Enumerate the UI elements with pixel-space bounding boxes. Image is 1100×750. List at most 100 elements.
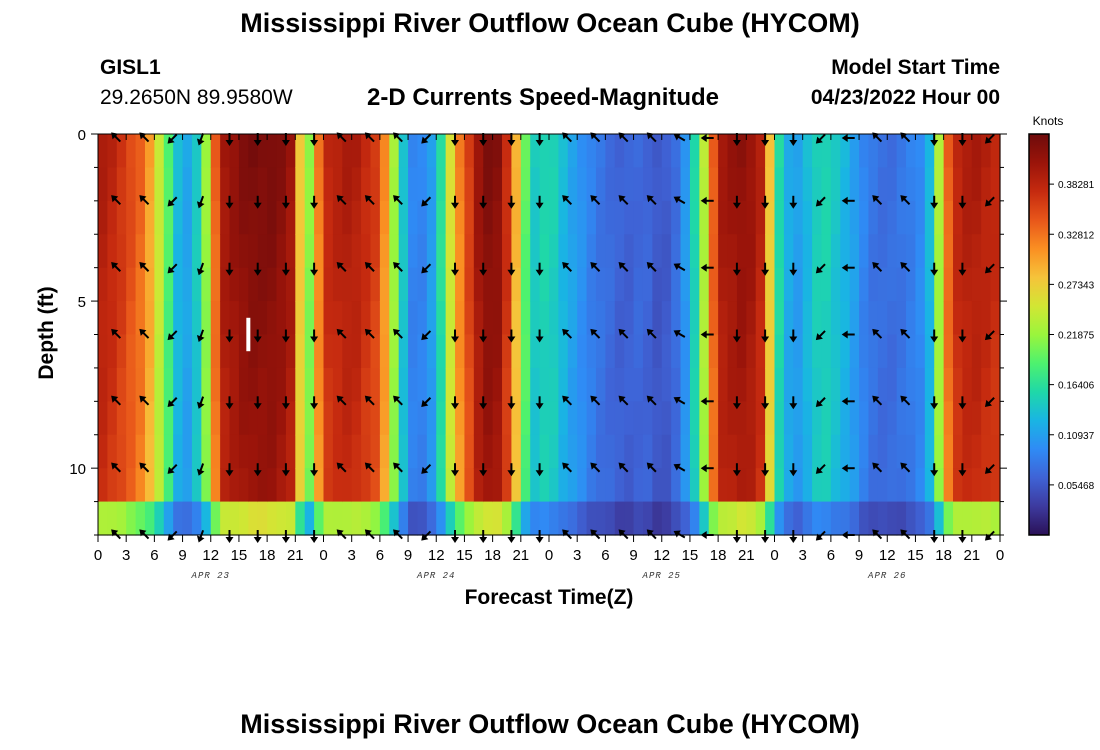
heatmap-cell (436, 468, 447, 503)
heatmap-cell (144, 501, 155, 536)
heatmap-cell (830, 234, 841, 269)
heatmap-cell (671, 334, 682, 369)
model-start-value: 04/23/2022 Hour 00 (810, 86, 1000, 109)
heatmap-cell (708, 200, 719, 235)
heatmap-cell (445, 134, 456, 169)
current-arrow (225, 262, 234, 276)
current-arrow (253, 329, 262, 343)
heatmap-cell (455, 468, 466, 503)
heatmap-cell (924, 167, 935, 202)
heatmap-cell (830, 434, 841, 469)
heatmap-cell (314, 301, 325, 336)
heatmap-cell (859, 301, 870, 336)
heatmap-cell (417, 501, 428, 536)
heatmap-cell (389, 200, 400, 235)
heatmap-cell (483, 200, 494, 235)
x-tick-label: 3 (348, 547, 356, 564)
heatmap-cell (755, 334, 766, 369)
heatmap-cell (436, 401, 447, 436)
heatmap-cell (502, 334, 513, 369)
heatmap-cell (492, 401, 503, 436)
heatmap-cell (201, 401, 212, 436)
heatmap-cell (295, 167, 306, 202)
heatmap-cell (943, 501, 954, 536)
heatmap-cell (549, 334, 559, 369)
station-coordinates: 29.2650N 89.9580W (100, 86, 293, 109)
heatmap-cell (915, 167, 926, 202)
heatmap-cell (953, 134, 964, 169)
heatmap-cell (661, 167, 672, 202)
heatmap-cell (802, 301, 813, 336)
heatmap-cell (981, 334, 992, 369)
heatmap-cell (361, 434, 372, 469)
current-arrow (451, 329, 459, 343)
heatmap-cell (671, 134, 682, 169)
heatmap-cell (577, 434, 588, 469)
heatmap-cell (746, 401, 757, 436)
heatmap-cell (248, 334, 259, 369)
heatmap-cell (304, 367, 315, 402)
current-arrow (562, 195, 573, 206)
heatmap-cell (689, 267, 700, 302)
heatmap-cell (821, 134, 832, 169)
current-arrow (479, 329, 488, 343)
heatmap-cell (173, 401, 184, 436)
heatmap-cell (708, 234, 719, 269)
heatmap-cell (821, 468, 832, 503)
heatmap-cell (567, 401, 578, 436)
x-tick-label: 21 (287, 547, 304, 564)
heatmap-cell (727, 334, 738, 369)
heatmap-cell (210, 468, 221, 503)
heatmap-cell (135, 301, 146, 336)
current-arrow (761, 262, 770, 276)
heatmap-cell (107, 501, 118, 536)
current-arrow (196, 195, 205, 209)
heatmap-cell (473, 501, 484, 536)
heatmap-cell (182, 468, 193, 503)
heatmap-cell (896, 267, 907, 302)
heatmap-cell (802, 134, 813, 169)
heatmap-cell (624, 267, 635, 302)
heatmap-cell (915, 301, 926, 336)
heatmap-cell (163, 401, 174, 436)
heatmap-cell (699, 200, 710, 235)
current-arrow (562, 462, 573, 473)
current-speed-chart: 0 3 6 9 12 15 18 21 0 3 6 9 12 15 18 21 0 3 6 9 12 15 18 21 0 3 6 9… (35, 114, 1095, 609)
heatmap-cell (455, 200, 466, 235)
current-arrow (167, 330, 178, 341)
heatmap-cell (417, 234, 428, 269)
current-arrow (479, 195, 488, 209)
heatmap-cell (887, 200, 898, 235)
heatmap-cell (539, 501, 550, 536)
current-arrow (646, 462, 657, 473)
heatmap-cell (830, 301, 841, 336)
heatmap-cell (238, 334, 249, 369)
heatmap-cell (549, 301, 559, 336)
heatmap-cell (661, 267, 672, 302)
heatmap-cell (483, 367, 494, 402)
heatmap-cell (708, 434, 719, 469)
heatmap-cell (445, 234, 456, 269)
heatmap-cell (849, 134, 860, 169)
heatmap-cell (661, 434, 672, 469)
heatmap-cell (502, 234, 513, 269)
current-arrow (930, 262, 939, 276)
heatmap-cell (257, 200, 268, 235)
heatmap-cell (332, 401, 343, 436)
heatmap-cell (906, 401, 917, 436)
heatmap-cell (126, 434, 137, 469)
heatmap-cell (332, 468, 343, 503)
current-arrow (310, 329, 319, 343)
heatmap-cell (342, 200, 353, 235)
model-start-label: Model Start Time (831, 56, 1000, 79)
heatmap-cell (107, 434, 118, 469)
current-arrow (167, 133, 178, 144)
heatmap-cell (426, 468, 437, 503)
heatmap-cell (361, 167, 372, 202)
heatmap-cell (614, 167, 625, 202)
x-tick-label: 0 (770, 547, 778, 564)
heatmap-cell (577, 334, 588, 369)
heatmap-cell (990, 134, 1001, 169)
heatmap-cell (116, 401, 127, 436)
heatmap-cell (445, 501, 456, 536)
